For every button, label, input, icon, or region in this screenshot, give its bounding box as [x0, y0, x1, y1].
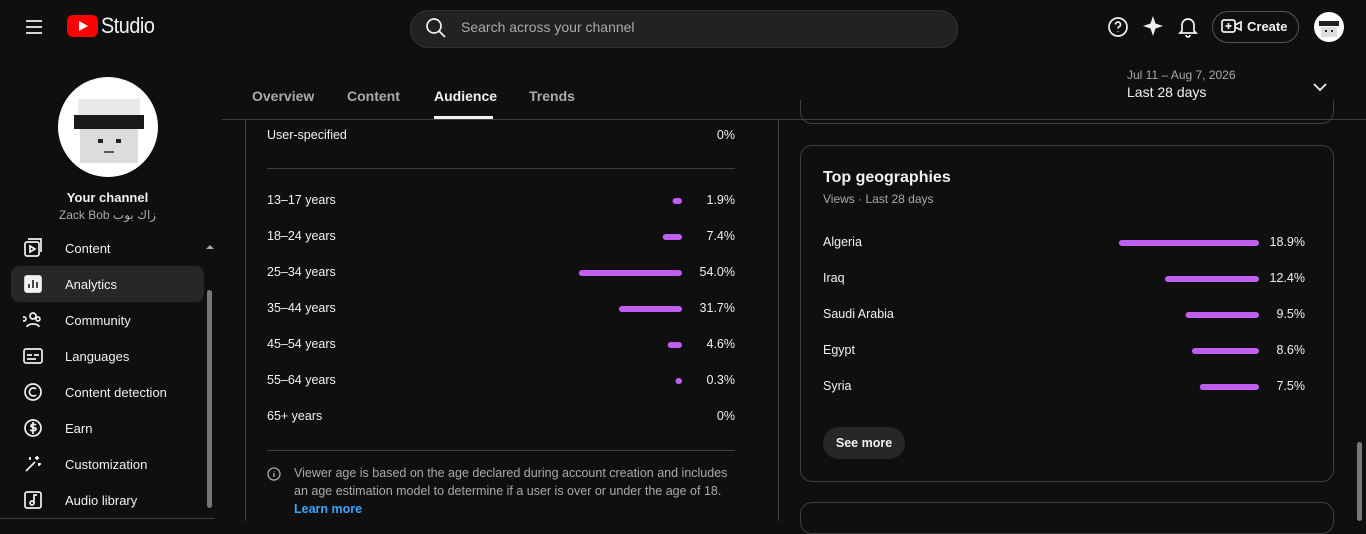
nav-label: Community	[65, 313, 131, 328]
logo-icon[interactable]	[67, 14, 99, 38]
date-range[interactable]: Jul 11 – Aug 7, 2026	[1127, 68, 1236, 82]
age-value: 31.7%	[699, 301, 735, 315]
nav-item[interactable]: Audio library	[11, 482, 204, 518]
nav-item[interactable]: Content	[11, 230, 204, 266]
panel-border	[245, 120, 246, 521]
nav-icon	[24, 491, 42, 509]
nav-icon	[24, 383, 42, 401]
nav-icon	[24, 275, 42, 293]
nav-icon	[24, 238, 42, 257]
tab[interactable]: Audience	[434, 88, 498, 104]
age-note: an age estimation model to determine if …	[294, 484, 722, 498]
learn-more-link[interactable]: Learn more	[294, 502, 363, 516]
divider	[267, 168, 735, 169]
age-value: 54.0%	[699, 265, 735, 279]
nav-item[interactable]: Customization	[11, 446, 204, 482]
search-box[interactable]	[410, 10, 958, 48]
nav-label: Content detection	[65, 385, 167, 400]
nav-item[interactable]: Analytics	[11, 266, 204, 302]
geographies-card	[800, 145, 1334, 482]
tab[interactable]: Content	[347, 88, 400, 104]
nav-label: Content	[65, 241, 111, 256]
nav-icon	[23, 312, 41, 328]
logo-text[interactable]: Studio	[101, 13, 155, 38]
page: {"header": {"logo": "Studio", "search_pl…	[0, 10, 1366, 534]
nav-item[interactable]: Languages	[11, 338, 204, 374]
sidebar-divider	[0, 518, 215, 519]
card-below	[800, 502, 1334, 534]
geo-label: Saudi Arabia	[823, 307, 894, 321]
geo-value: 8.6%	[1276, 343, 1306, 357]
nav-icon	[23, 348, 43, 364]
see-more-label: See more	[835, 436, 893, 450]
menu-icon[interactable]	[24, 17, 44, 37]
age-user-specified-value: 0%	[716, 128, 735, 142]
sparkle-icon[interactable]	[1143, 16, 1163, 36]
geographies-subtitle: Views · Last 28 days	[823, 192, 934, 206]
geo-value: 9.5%	[1276, 307, 1306, 321]
geo-label: Syria	[823, 379, 852, 393]
create-label: Create	[1247, 19, 1288, 34]
age-value: 0.3%	[706, 373, 736, 387]
nav-label: Customization	[65, 457, 148, 472]
nav-icon	[25, 456, 41, 472]
collapse-arrow[interactable]	[206, 244, 214, 250]
card-above	[800, 100, 1334, 124]
help-icon[interactable]	[1107, 16, 1129, 38]
tab-indicator	[434, 116, 493, 119]
age-value: 4.6%	[706, 337, 736, 351]
age-value: 7.4%	[706, 229, 736, 243]
age-label: 18–24 years	[267, 229, 336, 243]
search-icon	[426, 18, 446, 38]
panel-border	[778, 120, 779, 521]
age-label: 25–34 years	[267, 265, 336, 279]
channel-name: Zack Bob زاك بوب	[58, 208, 157, 222]
channel-title: Your channel	[66, 190, 149, 205]
age-label: 45–54 years	[267, 337, 336, 351]
tabs-divider	[222, 119, 1366, 120]
geo-label: Egypt	[823, 343, 855, 357]
create-icon	[1221, 19, 1242, 33]
age-label: 35–44 years	[267, 301, 336, 315]
nav-icon	[24, 419, 42, 437]
tab[interactable]: Overview	[252, 88, 315, 104]
age-value: 1.9%	[706, 193, 736, 207]
account-avatar[interactable]	[1314, 12, 1344, 42]
search-placeholder: Search across your channel	[461, 19, 635, 35]
tab[interactable]: Trends	[529, 88, 575, 104]
nav-item[interactable]: Community	[11, 302, 204, 338]
create-button[interactable]	[1212, 11, 1299, 43]
geo-value: 12.4%	[1269, 271, 1305, 285]
date-dropdown-icon[interactable]	[1312, 81, 1328, 93]
age-note: Viewer age is based on the age declared …	[294, 466, 728, 480]
scrollbar	[207, 290, 212, 508]
age-label: 13–17 years	[267, 193, 336, 207]
date-period[interactable]: Last 28 days	[1127, 84, 1207, 100]
geo-value: 18.9%	[1269, 235, 1305, 249]
notifications-icon[interactable]	[1178, 16, 1198, 38]
age-label: 55–64 years	[267, 373, 336, 387]
age-label: 65+ years	[267, 409, 323, 423]
see-more-button[interactable]	[823, 427, 905, 459]
info-icon	[267, 467, 281, 481]
channel-avatar[interactable]	[58, 77, 158, 177]
nav-label: Languages	[65, 349, 130, 364]
geographies-title: Top geographies	[823, 169, 951, 186]
geo-label: Algeria	[823, 235, 862, 249]
age-value: 0%	[716, 409, 735, 423]
geo-label: Iraq	[823, 271, 845, 285]
age-user-specified-label: User-specified	[267, 128, 347, 142]
nav-label: Audio library	[65, 493, 138, 508]
geo-value: 7.5%	[1276, 379, 1306, 393]
scrollbar	[1357, 442, 1362, 521]
divider	[267, 450, 735, 451]
nav-label: Earn	[65, 421, 93, 436]
nav-label: Analytics	[65, 277, 118, 292]
nav-item[interactable]: Content detection	[11, 374, 204, 410]
nav-item[interactable]: Earn	[11, 410, 204, 446]
